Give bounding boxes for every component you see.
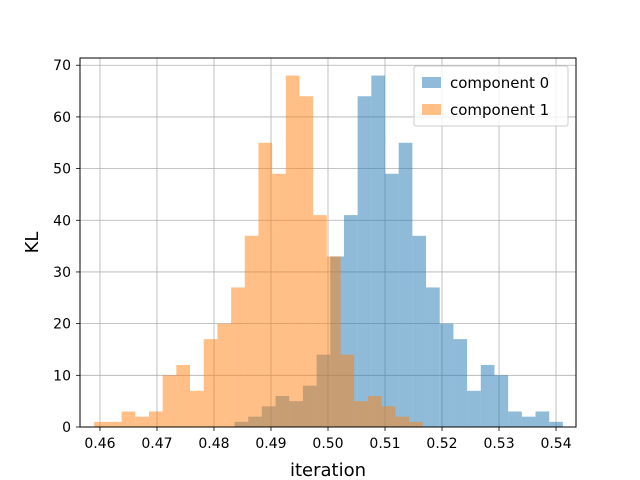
- y-tick-label: 0: [62, 420, 71, 436]
- histogram-bar: [439, 323, 454, 427]
- histogram-bar: [231, 287, 245, 427]
- histogram-bar: [203, 339, 218, 427]
- legend-swatch: [422, 77, 441, 88]
- series-1-bars: [94, 75, 423, 428]
- histogram-bar: [326, 256, 341, 427]
- axis-ticks: 0.46 0.47 0.48 0.49 0.50 0.51 0.52 0.53 0.54 0 10 2…: [53, 58, 572, 452]
- histogram-bar: [385, 173, 399, 427]
- x-tick-label: 0.54: [540, 436, 571, 452]
- histogram-bar: [426, 287, 440, 427]
- histogram-bar: [408, 421, 423, 427]
- histogram-bar: [244, 235, 259, 427]
- histogram-bar: [135, 416, 149, 427]
- x-tick-label: 0.51: [369, 436, 400, 452]
- histogram-bar: [258, 142, 273, 428]
- histogram-bar: [272, 173, 286, 427]
- histogram-bar: [148, 411, 163, 427]
- histogram-bar: [549, 421, 563, 427]
- y-tick-label: 50: [53, 162, 71, 178]
- histogram-bars: [94, 75, 563, 428]
- y-tick-label: 40: [53, 213, 71, 229]
- histogram-bar: [412, 235, 427, 427]
- y-axis-label: KL: [22, 232, 43, 254]
- histogram-bar: [340, 354, 355, 427]
- histogram-bar: [480, 364, 495, 427]
- x-tick-label: 0.47: [141, 436, 172, 452]
- histogram-bar: [381, 406, 396, 427]
- histogram-bar: [367, 395, 382, 427]
- legend-label: component 1: [450, 101, 549, 119]
- legend-label: component 0: [450, 74, 549, 92]
- x-tick-label: 0.50: [312, 436, 343, 452]
- histogram-bar: [107, 421, 122, 427]
- histogram-bar: [299, 96, 314, 427]
- x-axis-label: iteration: [290, 460, 366, 480]
- histogram-bar: [94, 421, 108, 427]
- histogram-bar: [357, 96, 372, 427]
- y-tick-label: 70: [53, 58, 71, 74]
- legend: component 0 component 1: [413, 65, 569, 127]
- histogram-bar: [285, 75, 300, 428]
- x-tick-label: 0.53: [483, 436, 514, 452]
- legend-box: [413, 65, 569, 127]
- x-tick-label: 0.48: [198, 436, 229, 452]
- histogram-bar: [398, 142, 413, 428]
- histogram-bar: [508, 411, 522, 427]
- y-tick-label: 10: [53, 368, 71, 384]
- histogram-bar: [453, 339, 468, 427]
- histogram-bar: [176, 364, 191, 427]
- histogram-bar: [494, 375, 509, 427]
- histogram-bar: [121, 411, 136, 427]
- histogram-bar: [371, 75, 386, 428]
- histogram-bar: [521, 416, 536, 427]
- legend-swatch: [422, 104, 441, 115]
- y-tick-label: 30: [53, 265, 71, 281]
- x-tick-label: 0.52: [426, 436, 457, 452]
- x-tick-label: 0.46: [84, 436, 115, 452]
- histogram-bar: [395, 416, 409, 427]
- histogram-bar: [535, 411, 550, 427]
- y-tick-label: 60: [53, 110, 71, 126]
- histogram-bar: [162, 375, 177, 427]
- histogram-bar: [313, 215, 327, 427]
- x-tick-label: 0.49: [255, 436, 286, 452]
- histogram-bar: [467, 390, 481, 427]
- histogram-bar: [217, 323, 232, 427]
- histogram-bar: [190, 390, 204, 427]
- histogram-bar: [354, 401, 368, 427]
- y-tick-label: 20: [53, 317, 71, 333]
